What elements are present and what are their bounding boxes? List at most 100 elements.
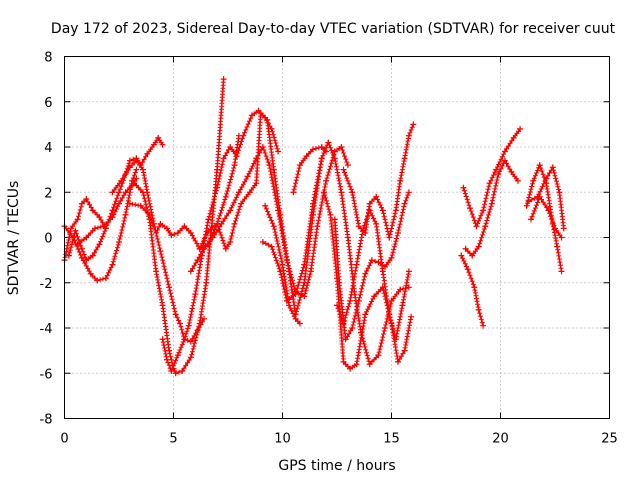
data-point <box>366 207 373 214</box>
plot-frame <box>64 56 610 419</box>
data-point <box>159 141 166 148</box>
data-point <box>102 275 109 282</box>
data-point <box>144 150 151 157</box>
series-arc-6 <box>131 76 227 377</box>
y-tick-label: -4 <box>40 322 53 337</box>
data-point <box>405 132 412 139</box>
data-point <box>388 254 395 261</box>
data-point <box>405 268 412 275</box>
data-point <box>150 141 157 148</box>
data-point <box>187 268 194 275</box>
data-point <box>382 263 388 270</box>
series-arc-20 <box>462 157 521 259</box>
x-tick-label: 20 <box>492 432 509 447</box>
data-point <box>164 356 170 363</box>
data-point <box>349 189 356 196</box>
data-point <box>159 302 166 309</box>
data-point <box>159 336 166 343</box>
data-point <box>296 162 303 169</box>
data-point <box>172 370 179 377</box>
data-point <box>469 252 476 259</box>
data-point <box>549 164 556 171</box>
data-point <box>181 223 188 230</box>
data-point <box>205 216 212 223</box>
data-point <box>382 325 388 331</box>
data-point <box>231 220 238 227</box>
data-point <box>347 365 354 372</box>
data-point <box>231 162 238 169</box>
data-point <box>395 358 401 365</box>
data-point <box>185 322 192 329</box>
data-point <box>109 189 116 196</box>
data-point <box>205 227 212 234</box>
data-point <box>181 336 188 343</box>
data-point <box>480 322 487 329</box>
data-point <box>379 207 386 214</box>
data-point <box>408 313 415 320</box>
data-point <box>373 193 380 200</box>
data-point <box>268 243 275 250</box>
data-point <box>131 180 138 187</box>
data-point <box>344 234 351 241</box>
data-point <box>514 177 521 184</box>
data-point <box>349 325 356 331</box>
data-point <box>177 320 183 327</box>
data-point <box>508 168 515 175</box>
data-point <box>116 189 122 196</box>
data-point <box>227 239 234 245</box>
data-point <box>187 230 194 236</box>
data-point <box>458 252 465 259</box>
x-tick-label: 0 <box>60 432 68 447</box>
data-point <box>126 200 133 207</box>
data-point <box>558 234 565 241</box>
series-arc-8 <box>159 107 282 374</box>
data-point <box>536 162 543 169</box>
data-point <box>323 177 330 184</box>
data-point <box>116 239 122 245</box>
data-point <box>386 311 393 318</box>
data-point <box>334 302 340 309</box>
data-point <box>286 268 292 275</box>
data-point <box>203 279 210 286</box>
data-point <box>235 189 242 196</box>
data-point <box>222 245 229 252</box>
data-point <box>253 180 260 187</box>
data-point <box>262 202 269 209</box>
data-point <box>325 139 332 146</box>
data-point <box>340 166 347 173</box>
data-point <box>87 270 94 277</box>
data-point <box>220 76 227 83</box>
data-point <box>168 232 175 239</box>
data-point <box>249 112 255 119</box>
data-point <box>318 144 325 150</box>
data-point <box>166 284 173 291</box>
data-point <box>116 200 122 207</box>
data-point <box>464 266 471 273</box>
data-point <box>122 189 129 196</box>
data-point <box>220 155 227 162</box>
data-point <box>126 157 133 164</box>
data-point <box>233 153 240 160</box>
data-point <box>209 234 216 241</box>
data-point <box>401 155 408 162</box>
data-point <box>292 291 299 298</box>
x-tick-label: 25 <box>601 432 618 447</box>
data-point <box>187 338 194 345</box>
data-point <box>362 270 369 277</box>
series-arc-4 <box>74 175 140 248</box>
data-point <box>214 184 221 191</box>
data-point <box>65 252 72 259</box>
data-point <box>331 155 338 162</box>
data-point <box>140 166 146 173</box>
data-point <box>397 177 404 184</box>
data-point <box>556 189 563 196</box>
data-point <box>283 297 290 304</box>
data-point <box>366 200 373 207</box>
data-point <box>277 211 284 218</box>
data-point <box>462 245 469 252</box>
y-tick-label: 2 <box>44 186 52 201</box>
data-point <box>275 148 282 155</box>
y-axis-label: SDTVAR / TECUs <box>6 181 22 296</box>
data-point <box>109 214 116 221</box>
